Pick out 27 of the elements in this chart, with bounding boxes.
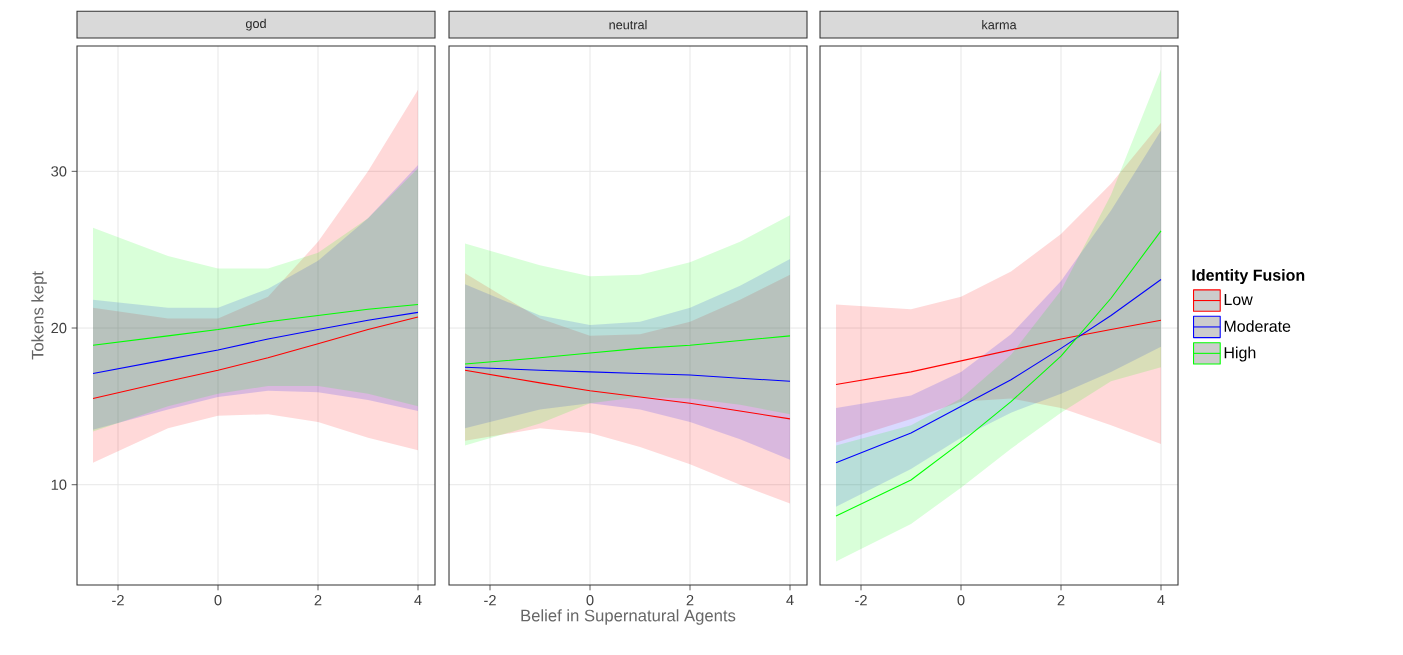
y-tick-label: 30: [51, 166, 67, 177]
line-series: [92, 311, 419, 374]
x-tick-label: 4: [786, 595, 794, 606]
line-series: [92, 316, 419, 400]
x-tick-label: 4: [1157, 595, 1165, 606]
x-axis-title: Belief in Supernatural Agents: [521, 609, 736, 625]
x-tick-label: 0: [957, 595, 965, 606]
x-tick-label: 2: [1057, 595, 1065, 606]
chart-title: neutral: [609, 20, 647, 30]
x-tick-label: -2: [112, 595, 124, 606]
chart-title: god: [245, 18, 266, 31]
legend-label: High: [1224, 346, 1256, 362]
chart-title: karma: [982, 20, 1017, 30]
x-tick-label: -2: [484, 595, 496, 606]
x-tick-label: 0: [214, 595, 222, 606]
y-tick-label: 20: [51, 322, 67, 334]
y-axis-title: Tokens kept: [31, 271, 47, 360]
x-tick-label: 0: [586, 595, 594, 606]
legend-title: Identity Fusion: [1192, 269, 1305, 285]
legend-label: Moderate: [1224, 320, 1291, 332]
x-tick-label: 4: [414, 595, 422, 606]
x-tick-label: 2: [314, 595, 322, 606]
x-tick-label: 2: [686, 595, 694, 606]
legend-label: Low: [1224, 294, 1253, 306]
y-tick-label: 10: [51, 479, 67, 490]
x-tick-label: -2: [855, 595, 867, 606]
line-series: [92, 303, 419, 346]
